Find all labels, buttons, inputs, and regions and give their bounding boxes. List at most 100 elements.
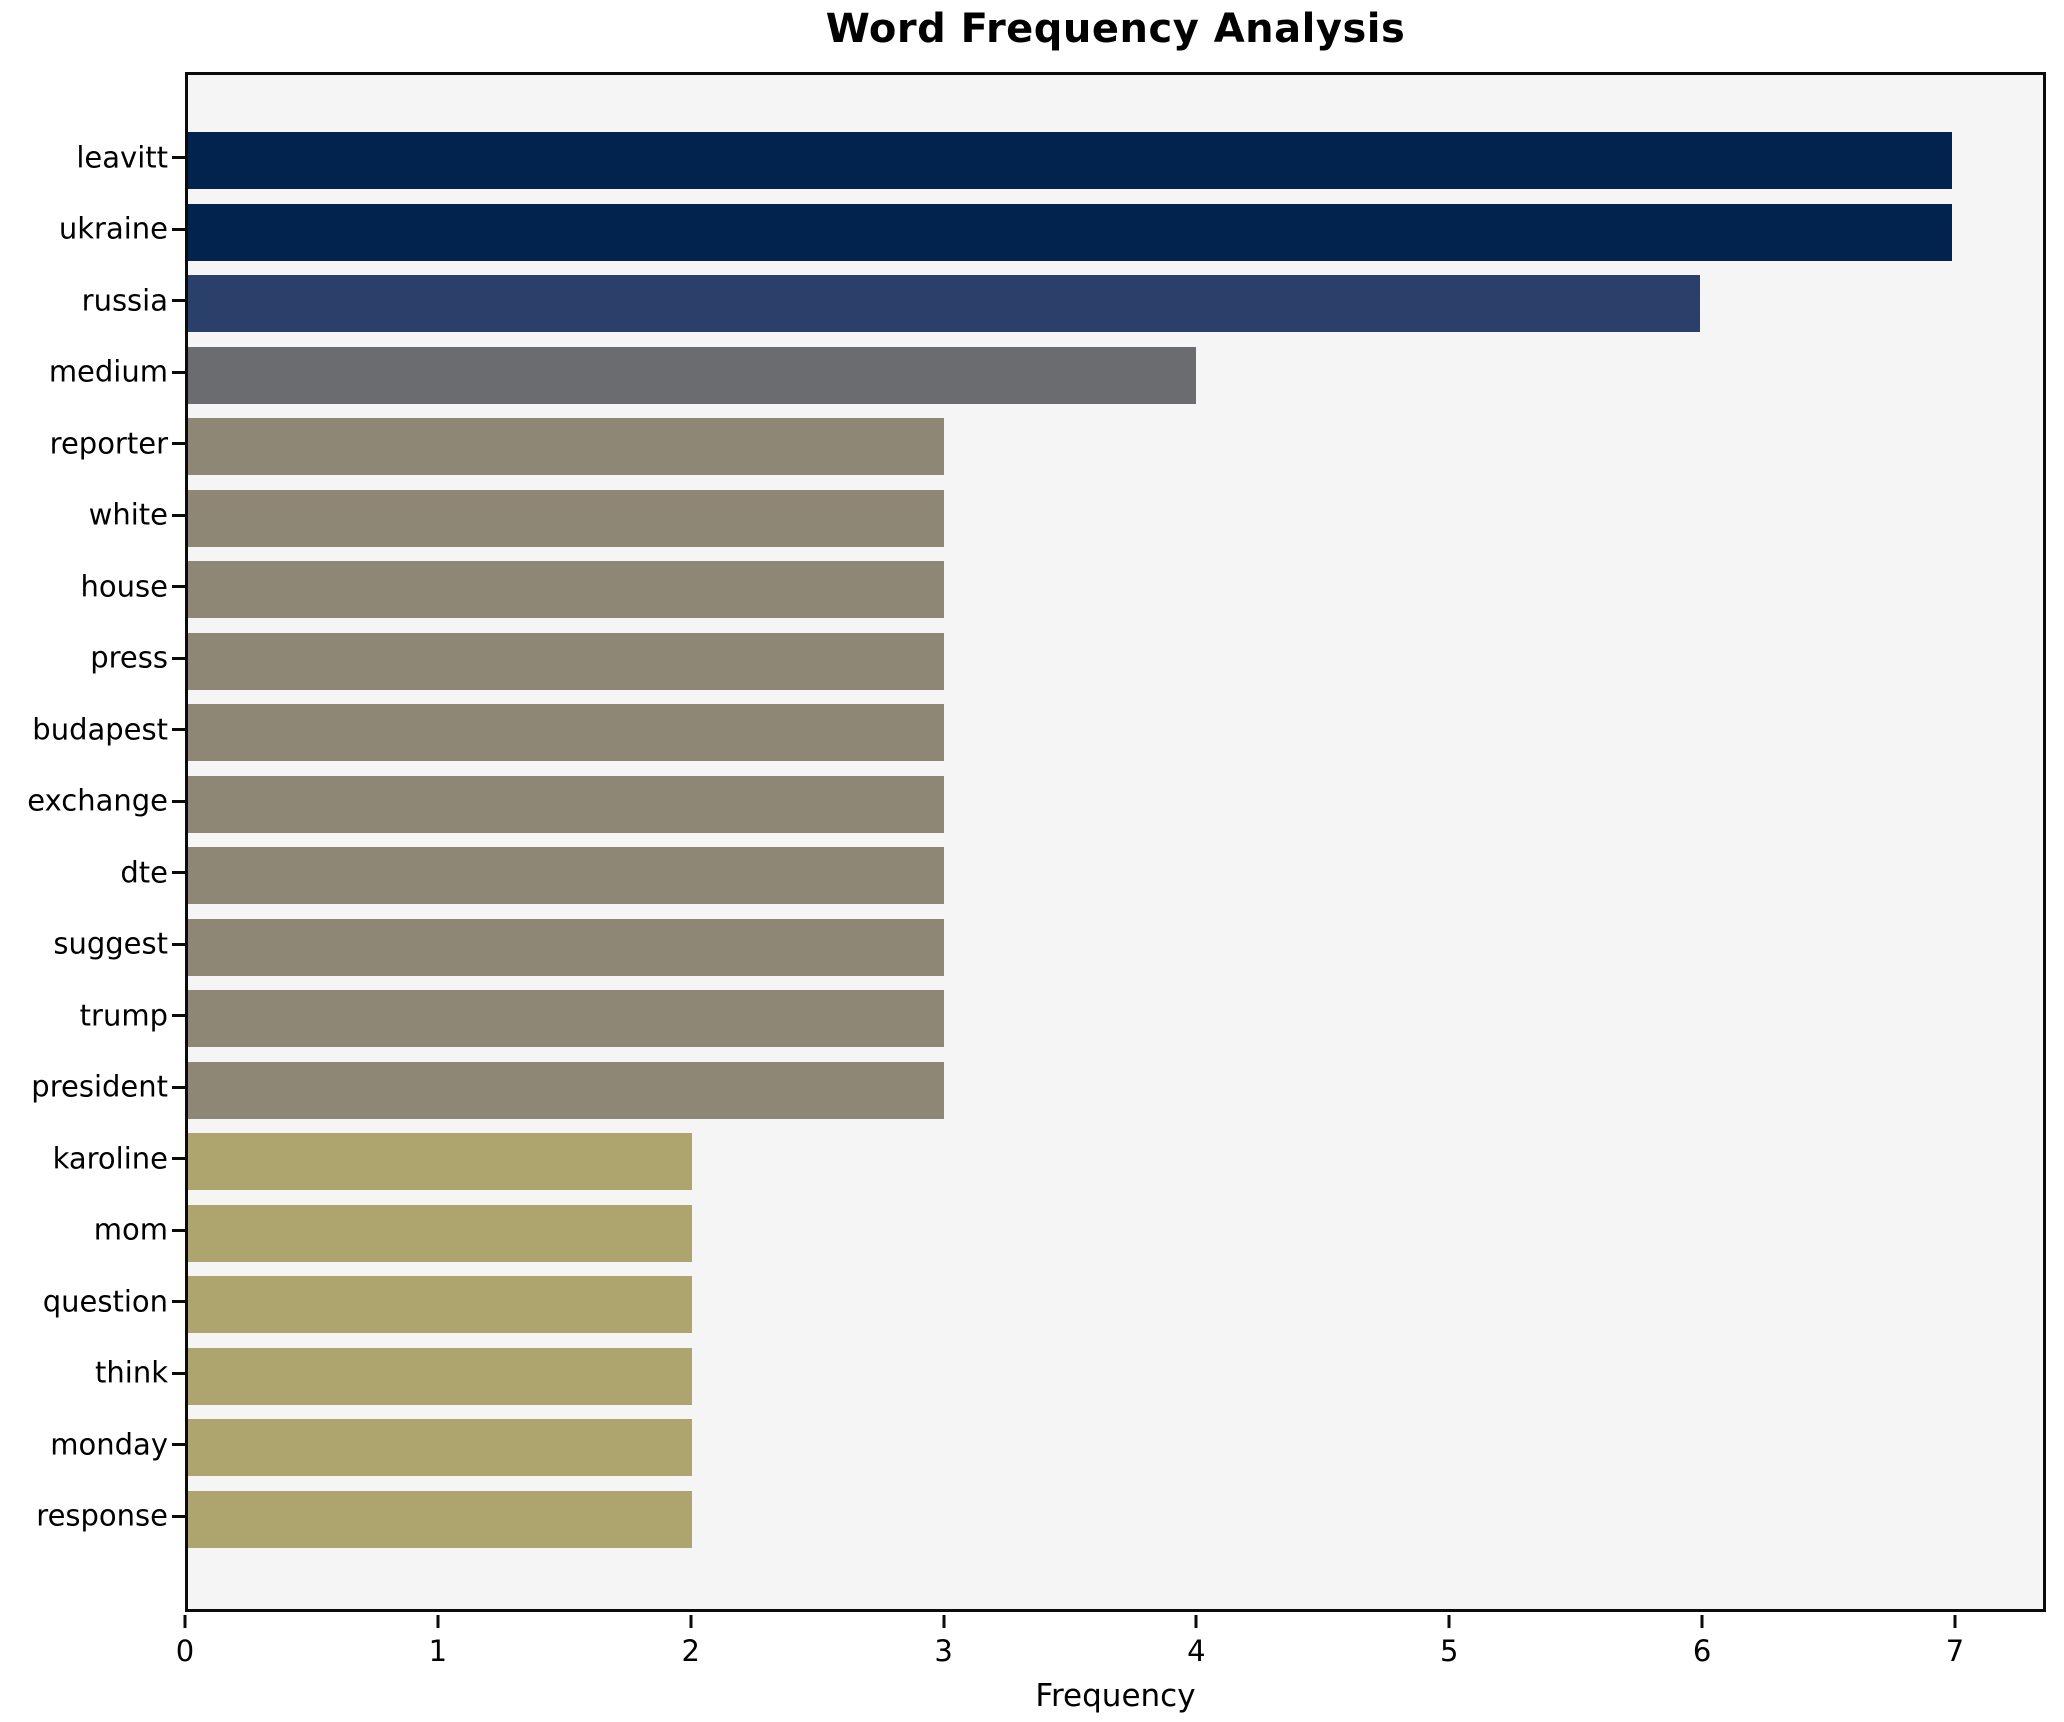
y-tick-label-question: question	[42, 1284, 168, 1319]
bar-leavitt	[188, 132, 1953, 190]
y-tick-label-russia: russia	[81, 283, 168, 318]
y-tick-mark	[172, 728, 185, 732]
bar-white	[188, 489, 945, 547]
bar-think	[188, 1347, 693, 1405]
x-tick-mark	[183, 1615, 187, 1628]
x-tick-label-5: 5	[1440, 1634, 1459, 1668]
y-tick-mark	[172, 656, 185, 660]
bar-press	[188, 632, 945, 690]
bar-question	[188, 1276, 693, 1334]
y-tick-label-ukraine: ukraine	[58, 211, 168, 246]
bar-row	[188, 1412, 2043, 1484]
y-tick-label-medium: medium	[48, 354, 168, 389]
bar-row	[188, 1341, 2043, 1413]
y-tick-mark	[172, 299, 185, 303]
y-tick-mark	[172, 1157, 185, 1161]
y-tick-mark	[172, 1014, 185, 1018]
y-tick-label-press: press	[90, 640, 168, 675]
bar-dte	[188, 847, 945, 905]
x-tick-label-6: 6	[1692, 1634, 1712, 1668]
y-tick-label-karoline: karoline	[52, 1141, 168, 1176]
chart-title: Word Frequency Analysis	[825, 6, 1406, 52]
bar-row	[188, 840, 2043, 912]
bar-row	[188, 1269, 2043, 1341]
x-tick-mark	[436, 1615, 440, 1628]
bar-row	[188, 483, 2043, 555]
y-tick-label-reporter: reporter	[49, 426, 168, 461]
bar-row	[188, 340, 2043, 412]
y-tick-mark	[172, 799, 185, 803]
bars-container	[188, 125, 2043, 1555]
plot-area	[185, 72, 2046, 1612]
x-tick-mark	[1700, 1615, 1704, 1628]
y-tick-mark	[172, 1371, 185, 1375]
y-tick-label-exchange: exchange	[27, 783, 168, 818]
y-tick-label-suggest: suggest	[53, 926, 168, 961]
bar-president	[188, 1061, 945, 1119]
x-tick-label-4: 4	[1187, 1634, 1206, 1668]
bar-medium	[188, 346, 1197, 404]
y-tick-label-think: think	[95, 1355, 168, 1390]
bar-trump	[188, 990, 945, 1048]
y-tick-mark	[172, 942, 185, 946]
bar-reporter	[188, 418, 945, 476]
y-tick-mark	[172, 1228, 185, 1232]
y-tick-label-monday: monday	[50, 1427, 168, 1462]
x-tick-label-2: 2	[681, 1634, 700, 1668]
bar-row	[188, 268, 2043, 340]
bar-row	[188, 554, 2043, 626]
y-tick-mark	[172, 871, 185, 875]
bar-suggest	[188, 918, 945, 976]
x-tick-label-7: 7	[1945, 1634, 1965, 1668]
bar-row	[188, 697, 2043, 769]
bar-budapest	[188, 704, 945, 762]
bar-row	[188, 1484, 2043, 1556]
y-tick-mark	[172, 1085, 185, 1089]
y-tick-mark	[172, 370, 185, 374]
y-tick-label-house: house	[80, 569, 168, 604]
bar-row	[188, 411, 2043, 483]
x-axis-label: Frequency	[1035, 1678, 1196, 1714]
bar-exchange	[188, 775, 945, 833]
y-tick-label-mom: mom	[93, 1212, 168, 1247]
bar-russia	[188, 275, 1701, 333]
x-tick-mark	[1953, 1615, 1957, 1628]
bar-row	[188, 1198, 2043, 1270]
y-tick-label-leavitt: leavitt	[76, 140, 168, 175]
y-tick-label-president: president	[31, 1069, 168, 1104]
y-tick-mark	[172, 1443, 185, 1447]
y-tick-mark	[172, 1514, 185, 1518]
y-tick-label-trump: trump	[79, 998, 168, 1033]
y-tick-label-dte: dte	[120, 855, 168, 890]
x-tick-mark	[942, 1615, 946, 1628]
bar-row	[188, 912, 2043, 984]
bar-row	[188, 626, 2043, 698]
x-tick-label-0: 0	[175, 1634, 195, 1668]
y-tick-mark	[172, 442, 185, 446]
bar-row	[188, 983, 2043, 1055]
bar-row	[188, 1055, 2043, 1127]
y-tick-mark	[172, 585, 185, 589]
y-tick-label-budapest: budapest	[32, 712, 168, 747]
bar-mom	[188, 1204, 693, 1262]
bar-house	[188, 561, 945, 619]
bar-row	[188, 197, 2043, 269]
bar-response	[188, 1490, 693, 1548]
x-tick-label-1: 1	[428, 1634, 448, 1668]
x-tick-mark	[1194, 1615, 1198, 1628]
bar-row	[188, 125, 2043, 197]
bar-row	[188, 1126, 2043, 1198]
bar-karoline	[188, 1133, 693, 1191]
x-tick-mark	[689, 1615, 693, 1628]
bar-monday	[188, 1419, 693, 1477]
y-tick-label-response: response	[36, 1498, 168, 1533]
x-tick-label-3: 3	[934, 1634, 953, 1668]
bar-ukraine	[188, 203, 1953, 261]
bar-row	[188, 769, 2043, 841]
y-tick-mark	[172, 227, 185, 231]
y-tick-mark	[172, 1300, 185, 1304]
y-tick-mark	[172, 513, 185, 517]
x-axis: 0 1 2 3 4 5 6 7	[176, 1612, 2046, 1722]
x-tick-mark	[1447, 1615, 1451, 1628]
